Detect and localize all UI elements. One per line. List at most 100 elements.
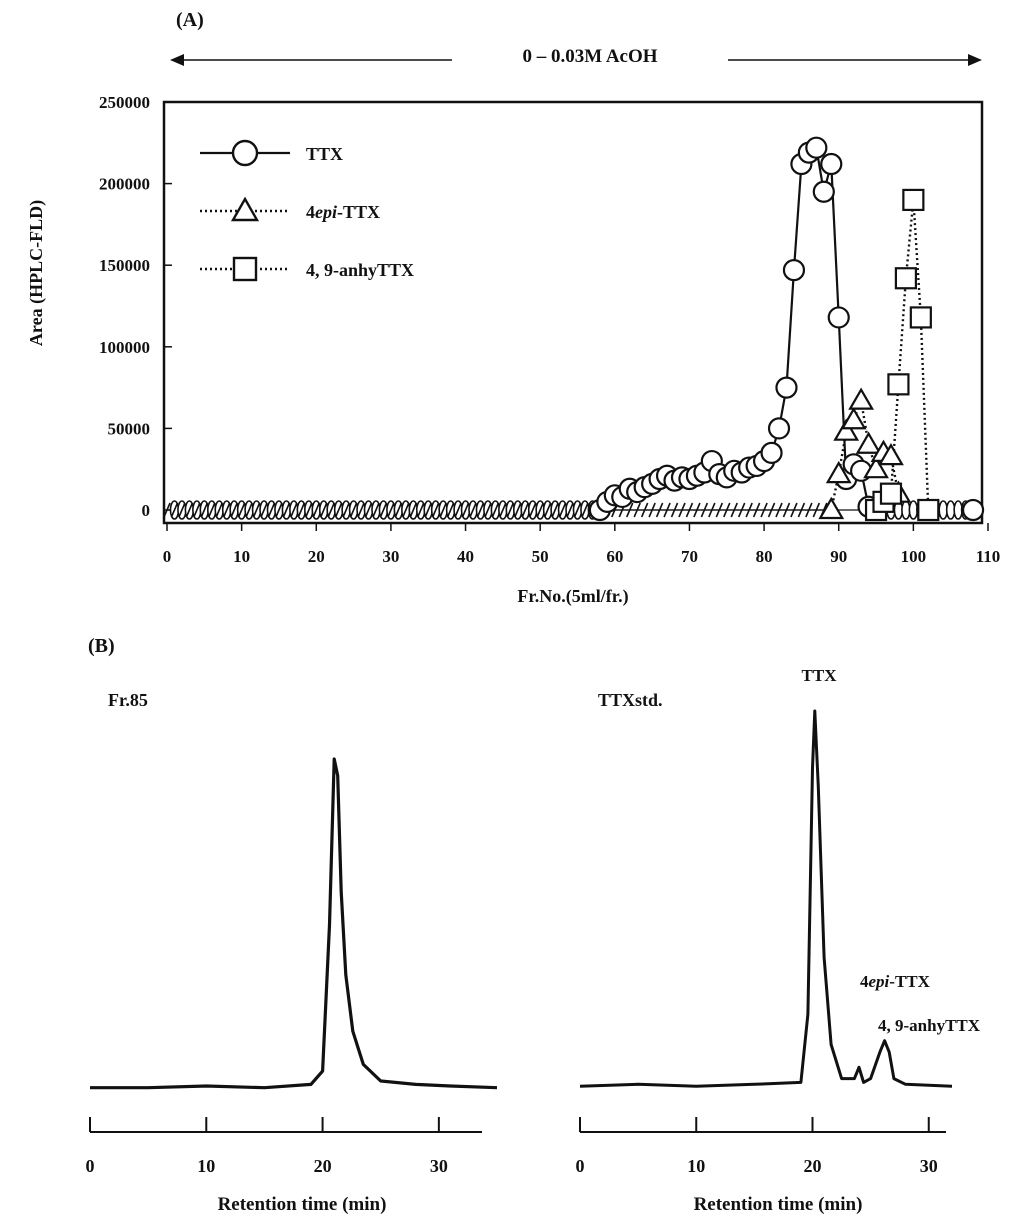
baseline-marker-1: [267, 502, 276, 518]
peak-annotation-part: epi: [869, 972, 890, 991]
chromatogram-x-tick-label: 30: [920, 1156, 938, 1176]
x-tick-label: 60: [606, 547, 623, 566]
baseline-marker-1: [372, 502, 380, 518]
baseline-marker-1: [349, 502, 358, 518]
baseline-marker-1: [178, 502, 186, 518]
baseline-marker-1: [528, 502, 537, 518]
baseline-marker-1: [379, 502, 388, 518]
chromatogram-x-tick-label: 10: [687, 1156, 705, 1176]
x-tick-label: 40: [457, 547, 474, 566]
data-point-circle: [961, 498, 985, 522]
baseline-marker-1: [312, 502, 321, 518]
data-point-triangle: [878, 442, 904, 466]
baseline-marker-1: [327, 502, 335, 518]
chromatogram-fr85: Fr.85 0 10 20 30 Retention time (min): [86, 690, 498, 1215]
baseline-marker-1: [670, 502, 679, 518]
data-point-triangle: [840, 407, 867, 430]
data-point-circle: [760, 441, 783, 464]
baseline-marker-1: [469, 502, 477, 518]
data-point-circle: [805, 136, 828, 159]
y-tick-label: 250000: [99, 93, 150, 112]
baseline-marker-1: [222, 502, 231, 518]
y-tick-label: 0: [142, 501, 151, 520]
plot-a-x-label: Fr.No.(5ml/fr.): [517, 586, 628, 607]
baseline-marker-1: [655, 502, 664, 518]
y-tick-label: 200000: [99, 175, 150, 194]
baseline-marker-1: [678, 502, 686, 518]
y-tick-label: 150000: [99, 256, 150, 275]
baseline-marker-1: [663, 502, 671, 518]
baseline-marker-1: [752, 502, 761, 518]
chromatogram-x-tick-label: 30: [430, 1156, 448, 1176]
legend-label-part: 4: [306, 202, 315, 222]
baseline-marker-1: [730, 502, 738, 518]
baseline-marker-1: [708, 502, 716, 518]
baseline-marker-1: [387, 502, 395, 518]
x-tick-label: 100: [901, 547, 927, 566]
baseline-marker-1: [320, 502, 328, 518]
y-tick-label: 100000: [99, 338, 150, 357]
baseline-marker-1: [536, 502, 544, 518]
baseline-marker-1: [805, 502, 813, 518]
baseline-marker-1: [193, 502, 201, 518]
legend-label: TTX: [306, 144, 343, 164]
chromatogram-ttx-std: TTXstd. 0 10 20 30 Retention time (min) TTX 4ep…: [576, 666, 981, 1215]
baseline-marker-1: [402, 502, 410, 518]
x-tick-label: 90: [830, 547, 847, 566]
chromatogram-x-tick-label: 0: [86, 1156, 95, 1176]
chromatogram-trace: [579, 709, 953, 1088]
plot-a-legend: TTX 4epi-TTX 4, 9-anhyTTX: [200, 139, 414, 282]
baseline-marker-1: [581, 502, 589, 518]
baseline-marker-1: [506, 502, 515, 518]
data-point-circle: [812, 180, 835, 203]
baseline-marker-1: [499, 502, 507, 518]
data-point-triangle: [833, 418, 860, 441]
data-point-square: [909, 306, 932, 329]
baseline-marker-1: [342, 502, 350, 518]
baseline-marker-1: [551, 502, 559, 518]
baseline-marker-1: [484, 502, 492, 518]
baseline-marker-1: [514, 502, 522, 518]
baseline-marker-1: [215, 502, 223, 518]
legend-label-part: -TTX: [337, 202, 380, 222]
chromatogram-title: TTXstd.: [598, 690, 663, 710]
baseline-marker-1: [252, 502, 261, 518]
chromatogram-trace: [90, 757, 498, 1090]
legend-marker-triangle: [230, 196, 260, 222]
peak-annotation-part: -TTX: [889, 972, 930, 991]
data-point-triangle: [863, 456, 889, 479]
baseline-marker-1: [745, 502, 753, 518]
baseline-marker-1: [775, 502, 783, 518]
baseline-marker-1: [685, 502, 694, 518]
baseline-marker-1: [394, 502, 403, 518]
peak-annotation: 4, 9-anhyTTX: [878, 1016, 981, 1035]
data-point-triangle: [818, 496, 845, 520]
baseline-marker-1: [275, 502, 283, 518]
baseline-marker-1: [812, 502, 821, 518]
baseline-marker-1: [237, 502, 246, 518]
panel-b-label: (B): [88, 635, 115, 657]
baseline-marker-1: [170, 502, 179, 518]
data-point-triangle: [848, 387, 875, 410]
data-point-circle: [782, 258, 806, 282]
chromatogram-x-tick-label: 20: [314, 1156, 332, 1176]
baseline-marker-1: [566, 502, 574, 518]
x-tick-label: 30: [382, 547, 399, 566]
baseline-marker-1: [461, 502, 470, 518]
plot-a-markers: [163, 136, 985, 522]
baseline-marker-1: [767, 502, 776, 518]
data-point-square: [917, 498, 940, 522]
gradient-arrow: [170, 54, 982, 66]
series-line-0: [599, 145, 870, 511]
x-tick-label: 50: [532, 547, 549, 566]
baseline-marker-1: [476, 502, 485, 518]
x-tick-label: 0: [163, 547, 172, 566]
baseline-marker-1: [790, 502, 798, 518]
panel-b: (B) Fr.85 0 10 20 30 Retention time (min) TTX…: [86, 635, 981, 1215]
chromatogram-title: Fr.85: [108, 690, 148, 710]
chromatogram-x-label: Retention time (min): [218, 1194, 387, 1215]
baseline-marker-1: [693, 502, 701, 518]
baseline-marker-1: [409, 502, 418, 518]
peak-annotation: TTX: [802, 666, 838, 685]
